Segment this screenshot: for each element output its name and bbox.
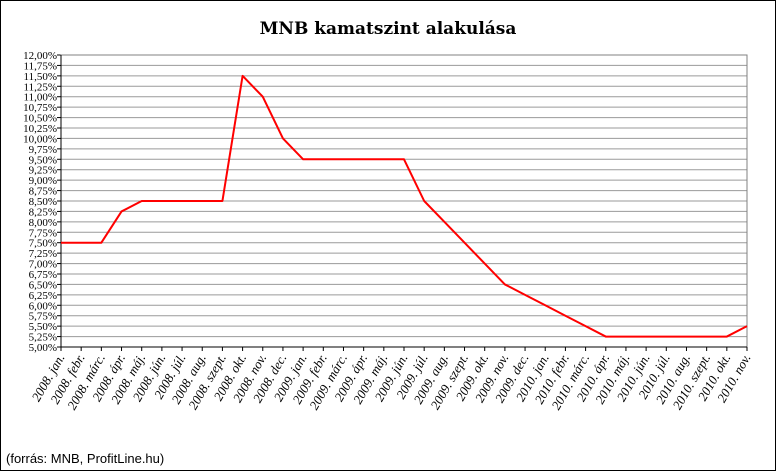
y-tick-labels: 5,00%5,25%5,50%5,75%6,00%6,25%6,50%6,75%… [23,50,57,354]
x-tick-labels: 2008. jan.2008. febr.2008. márc.2008. áp… [28,351,753,412]
series-line [61,74,748,338]
axes [57,54,748,351]
y-tick-label: 11,75% [23,60,57,72]
y-tick-label: 7,00% [29,259,57,271]
source-note: (forrás: MNB, ProfitLine.hu) [6,451,165,466]
y-tick-label: 8,50% [29,196,57,208]
y-tick-label: 7,75% [29,227,57,239]
y-tick-label: 9,25% [29,165,57,177]
y-tick-label: 10,75% [23,102,57,114]
y-tick-label: 5,50% [29,321,57,333]
y-tick-label: 7,25% [29,248,57,260]
y-tick-label: 11,00% [23,92,57,104]
y-tick-label: 5,75% [29,311,57,323]
y-tick-label: 5,00% [29,342,57,354]
y-tick-label: 6,75% [29,269,57,281]
y-tick-label: 8,00% [29,217,57,229]
y-tick-label: 9,50% [29,154,57,166]
y-tick-label: 6,25% [29,290,57,302]
chart-title: MNB kamatszint alakulása [259,19,517,39]
y-tick-label: 11,25% [23,81,57,93]
y-tick-label: 9,00% [29,175,57,187]
y-tick-label: 10,25% [23,123,57,135]
y-tick-label: 8,25% [29,206,57,218]
y-tick-label: 11,50% [23,71,57,83]
y-tick-label: 7,50% [29,238,57,250]
y-tick-label: 12,00% [23,50,57,62]
y-tick-label: 6,00% [29,300,57,312]
y-tick-label: 6,50% [29,279,57,291]
y-tick-label: 10,50% [23,113,57,125]
y-tick-label: 5,25% [29,332,57,344]
y-tick-label: 10,00% [23,133,57,145]
y-tick-label: 8,75% [29,186,57,198]
y-tick-label: 9,75% [29,144,57,156]
series-lines [61,74,748,338]
